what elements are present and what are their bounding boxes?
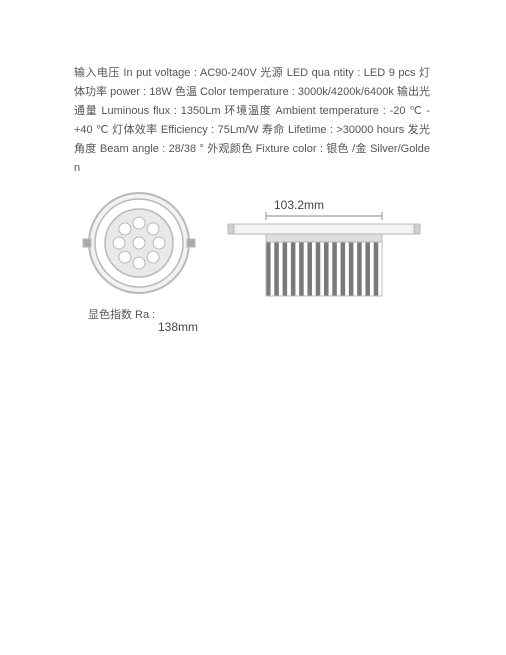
lamp-side-view: 103.2mm: [224, 202, 424, 302]
dimension-103-label: 103.2mm: [274, 198, 324, 212]
spec-text: 输入电压 In put voltage : AC90-240V 光源 LED q…: [74, 67, 430, 174]
dimension-138-label: 138mm: [158, 320, 198, 334]
ra-label: 显色指数 Ra :: [88, 306, 155, 322]
spec-text-block: 输入电压 In put voltage : AC90-240V 光源 LED q…: [74, 64, 430, 178]
lamp-top-view: [74, 188, 204, 298]
lamp-top-svg: [74, 188, 204, 298]
lamp-side-svg: [224, 202, 424, 302]
